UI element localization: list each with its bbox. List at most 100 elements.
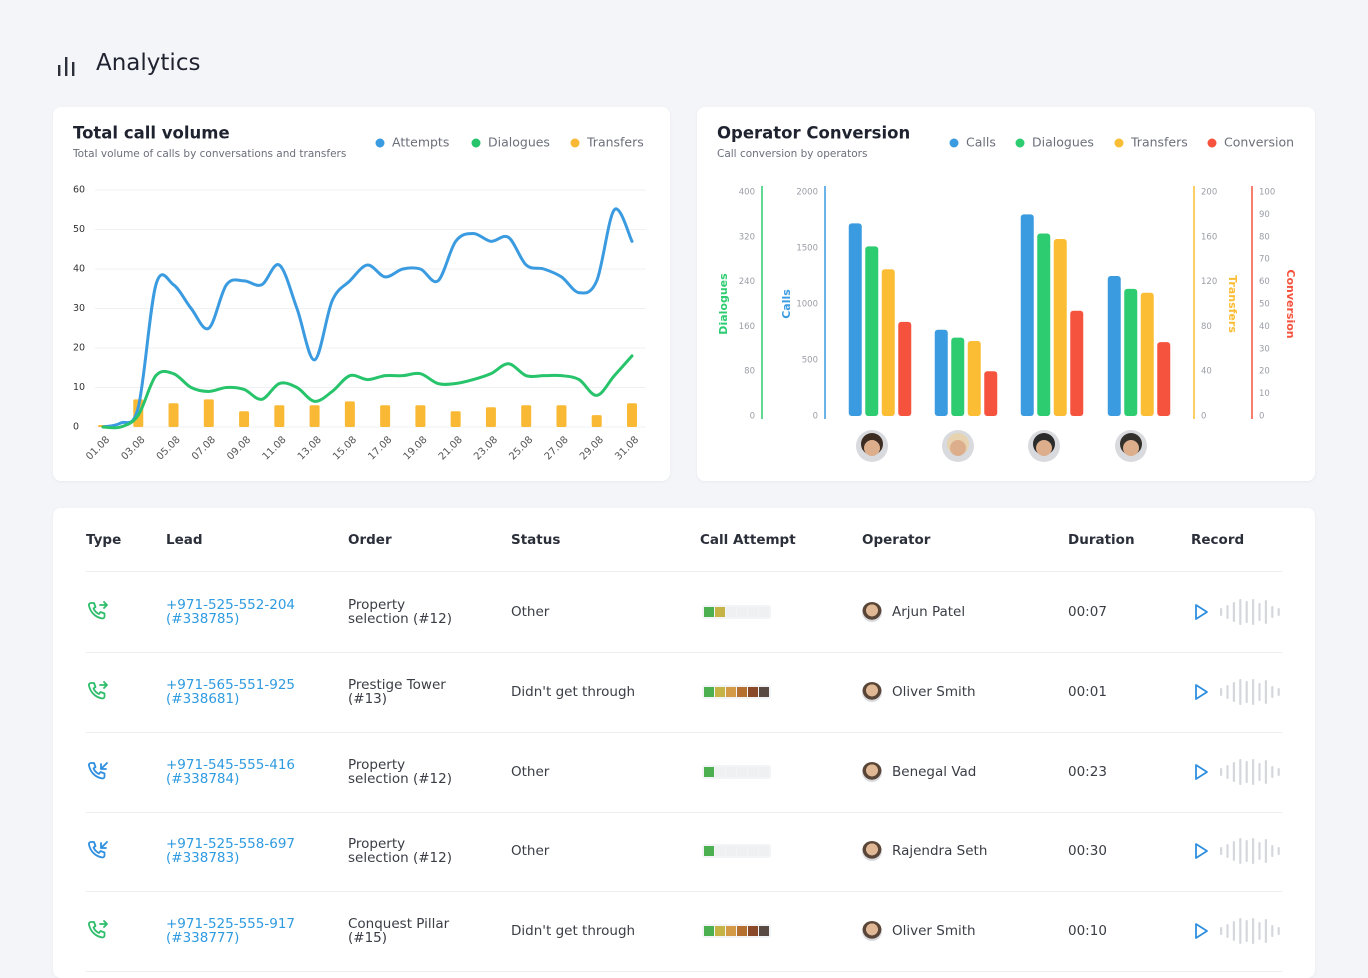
bar bbox=[1107, 276, 1121, 416]
y-tick-label: 1000 bbox=[796, 300, 818, 310]
attempt-square bbox=[759, 846, 769, 857]
y-tick-label: 20 bbox=[73, 343, 85, 354]
direction-arrow bbox=[100, 841, 108, 850]
y-tick-label: 40 bbox=[1259, 322, 1270, 332]
direction-arrow bbox=[99, 920, 108, 928]
column-header: Lead bbox=[166, 532, 203, 548]
y-tick-label: 0 bbox=[73, 422, 79, 433]
legend-label: Conversion bbox=[1224, 135, 1294, 150]
y-tick-label: 80 bbox=[744, 367, 755, 377]
legend-label: Transfers bbox=[586, 135, 644, 150]
lead-id: (#338681) bbox=[166, 690, 240, 707]
page-title: Analytics bbox=[96, 50, 201, 76]
record-player[interactable] bbox=[1192, 757, 1282, 787]
bar bbox=[865, 246, 879, 416]
operator: Rajendra Seth bbox=[862, 841, 987, 862]
bar bbox=[415, 405, 426, 427]
lead-id: (#338784) bbox=[166, 770, 240, 787]
bar bbox=[1053, 239, 1067, 416]
status: Didn't get through bbox=[511, 683, 636, 700]
chart-subtitle: Call conversion by operators bbox=[717, 148, 867, 160]
table-row[interactable]: +971-545-555-416 (#338784) Property select… bbox=[86, 732, 1282, 813]
column-header: Duration bbox=[1068, 532, 1135, 548]
record-player[interactable] bbox=[1192, 836, 1282, 866]
attempt-square bbox=[726, 926, 736, 936]
record-player[interactable] bbox=[1192, 677, 1282, 707]
waveform-bar bbox=[1239, 678, 1242, 705]
bar bbox=[1037, 233, 1051, 416]
waveform-bar bbox=[1239, 599, 1242, 625]
lead[interactable]: +971-525-555-917 (#338777) bbox=[166, 917, 295, 945]
lead[interactable]: +971-525-558-697 (#338783) bbox=[166, 837, 295, 865]
attempt-square bbox=[715, 766, 725, 777]
waveform-bar bbox=[1232, 602, 1235, 622]
header-divider bbox=[86, 571, 1282, 572]
waveform-bar bbox=[1220, 608, 1223, 616]
y-tick-label: 70 bbox=[1259, 255, 1270, 265]
call-type-icon bbox=[88, 920, 108, 939]
table-row[interactable]: +971-525-552-204 (#338785) Property select… bbox=[86, 572, 1282, 653]
line bbox=[101, 354, 634, 430]
bar bbox=[591, 415, 602, 427]
operator-avatar bbox=[862, 761, 882, 782]
lead-id: (#338785) bbox=[166, 611, 240, 627]
lead[interactable]: +971-545-555-416 (#338784) bbox=[166, 758, 295, 786]
column-header: Operator bbox=[862, 532, 931, 548]
waveform-bar bbox=[1264, 839, 1267, 864]
call-attempts bbox=[702, 924, 771, 938]
bar bbox=[898, 321, 912, 416]
waveform-bar bbox=[1226, 844, 1229, 859]
table-row[interactable]: +971-525-558-697 (#338783) Property select… bbox=[86, 811, 1282, 893]
waveform-bar bbox=[1277, 767, 1280, 776]
y-tick-label: 10 bbox=[1259, 389, 1270, 399]
waveform-bar bbox=[1220, 847, 1223, 856]
operator-name: Arjun Patel bbox=[892, 604, 966, 620]
analytics-icon bbox=[58, 57, 75, 76]
y-tick-label: 50 bbox=[73, 224, 85, 235]
bar bbox=[984, 371, 998, 416]
lead[interactable]: +971-525-552-204 (#338785) bbox=[166, 598, 295, 626]
duration: 00:10 bbox=[1068, 923, 1107, 939]
lead[interactable]: +971-565-551-925 (#338681) bbox=[166, 678, 295, 706]
bar bbox=[627, 403, 637, 427]
waveform-bar bbox=[1226, 764, 1229, 779]
line bbox=[101, 207, 634, 429]
y-tick-label: 60 bbox=[73, 185, 85, 196]
y-tick-label: 100 bbox=[1259, 188, 1275, 198]
operator-avatar bbox=[1115, 430, 1147, 462]
order: Property selection (#12) bbox=[348, 836, 452, 867]
operator-avatar bbox=[942, 430, 974, 462]
legend-label: Attempts bbox=[392, 135, 449, 150]
bar bbox=[1070, 310, 1084, 416]
bar bbox=[556, 405, 567, 427]
conversion-card bbox=[697, 107, 1315, 481]
record-player[interactable] bbox=[1192, 597, 1282, 627]
table-row[interactable]: +971-565-551-925 (#338681) Prestige Tower … bbox=[86, 652, 1282, 733]
x-tick-label: 19.08 bbox=[402, 434, 430, 462]
waveform-bar bbox=[1252, 918, 1255, 944]
record-player[interactable] bbox=[1192, 916, 1282, 946]
bar bbox=[168, 403, 179, 427]
waveform-bar bbox=[1220, 767, 1223, 776]
y-tick-label: 30 bbox=[73, 303, 85, 314]
table-row[interactable]: +971-525-555-917 (#338777) Conquest Pillar… bbox=[86, 891, 1282, 972]
play-button bbox=[1195, 843, 1208, 860]
attempt-square bbox=[748, 926, 758, 936]
y-tick-label: 200 bbox=[1201, 188, 1217, 198]
waveform-bar bbox=[1245, 680, 1248, 703]
y-tick-label: 240 bbox=[739, 277, 755, 287]
operator-name: Oliver Smith bbox=[892, 683, 976, 700]
waveform-bar bbox=[1271, 925, 1274, 937]
attempt-square bbox=[748, 766, 758, 777]
phone bbox=[88, 921, 106, 939]
x-tick-label: 29.08 bbox=[578, 434, 606, 462]
status: Didn't get through bbox=[511, 923, 636, 939]
waveform-bar bbox=[1264, 600, 1267, 624]
y-tick-label: 80 bbox=[1201, 322, 1212, 332]
legend-label: Transfers bbox=[1130, 135, 1188, 150]
y-tick-label: 90 bbox=[1259, 210, 1270, 220]
bar bbox=[274, 405, 285, 427]
waveform-bar bbox=[1271, 845, 1274, 858]
waveform-bar bbox=[1245, 840, 1248, 863]
attempt-square bbox=[704, 926, 714, 936]
